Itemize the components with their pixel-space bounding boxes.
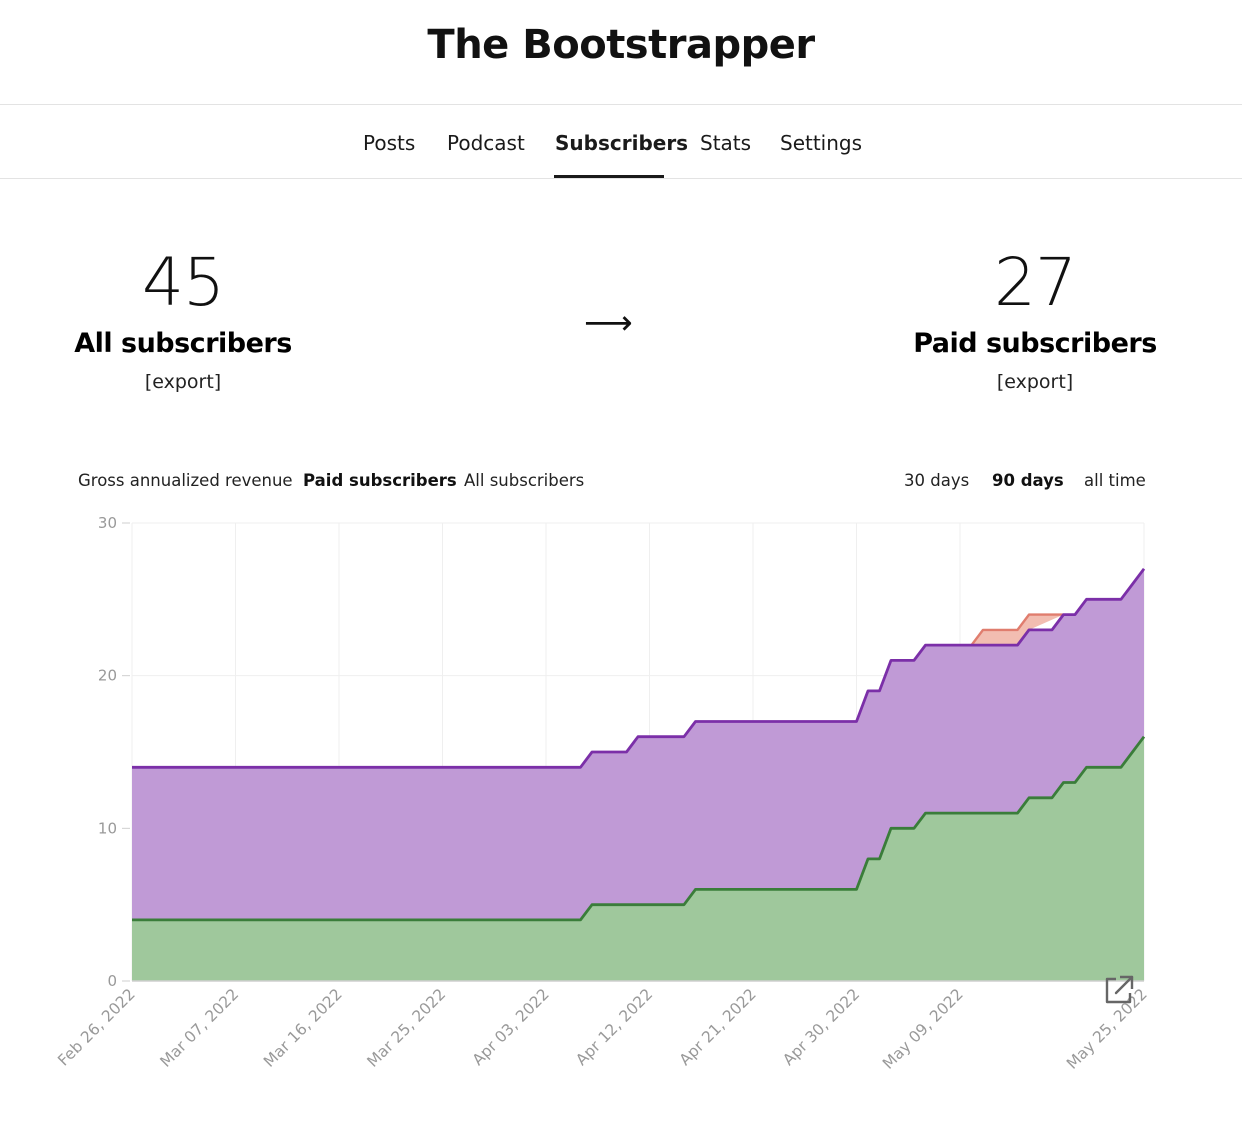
x-tick-label: Apr 30, 2022 — [779, 985, 863, 1069]
all-subscribers-count: 45 — [142, 244, 225, 321]
x-axis-ticks: Feb 26, 2022 Mar 07, 2022 Mar 16, 2022 Mar … — [54, 985, 1150, 1073]
x-tick-label: Apr 03, 2022 — [469, 985, 553, 1069]
y-tick-label: 30 — [98, 514, 117, 532]
paid-subscribers-stat: 27 Paid subscribers [export] — [905, 244, 1165, 394]
nav-stats[interactable]: Stats — [700, 131, 752, 155]
y-tick-label: 10 — [98, 819, 117, 837]
all-subscribers-label: All subscribers — [74, 328, 292, 359]
x-tick-label: May 09, 2022 — [879, 985, 967, 1073]
series-base-line — [132, 735, 1146, 922]
paid-subscribers-label: Paid subscribers — [913, 328, 1157, 359]
y-tick-label: 20 — [98, 667, 117, 685]
range-30-days[interactable]: 30 days — [904, 471, 970, 490]
nav-settings[interactable]: Settings — [780, 131, 863, 155]
x-tick-label: Apr 12, 2022 — [572, 985, 656, 1069]
subscribers-chart: 0 10 20 30 Feb 26, 2022 Mar 07, 2022 Mar 16, … — [54, 514, 1150, 1073]
nav-podcast[interactable]: Podcast — [447, 131, 525, 155]
chart-lines — [132, 567, 1146, 922]
nav-active-indicator — [554, 175, 664, 178]
range-all-time[interactable]: all time — [1084, 471, 1146, 490]
paid-subscribers-count: 27 — [994, 244, 1077, 321]
series-churn-line — [970, 613, 1064, 646]
external-link-icon[interactable] — [1101, 973, 1135, 1007]
nav-divider — [0, 178, 1242, 179]
metric-all-subscribers[interactable]: All subscribers — [464, 471, 585, 490]
metric-gross-revenue[interactable]: Gross annualized revenue — [78, 471, 293, 490]
x-tick-label: Mar 25, 2022 — [364, 985, 450, 1071]
export-paid-link[interactable]: [export] — [996, 371, 1074, 393]
series-churn-area — [971, 614, 1064, 646]
arrow-icon: ⟶ — [584, 303, 633, 343]
x-tick-label: Apr 21, 2022 — [676, 985, 760, 1069]
range-90-days[interactable]: 90 days — [992, 471, 1064, 490]
nav-subscribers[interactable]: Subscribers — [555, 131, 689, 155]
x-tick-label: Mar 16, 2022 — [260, 985, 346, 1071]
export-all-link[interactable]: [export] — [144, 371, 222, 393]
y-axis-ticks: 0 10 20 30 — [98, 514, 130, 990]
metric-paid-subscribers[interactable]: Paid subscribers — [303, 471, 457, 490]
site-title[interactable]: The Bootstrapper — [427, 22, 815, 68]
series-total-line — [132, 567, 1146, 769]
y-tick-label: 0 — [107, 972, 117, 990]
nav-posts[interactable]: Posts — [363, 131, 416, 155]
header-divider — [0, 104, 1242, 105]
x-tick-label: Mar 07, 2022 — [157, 985, 243, 1071]
all-subscribers-stat: 45 All subscribers [export] — [63, 244, 303, 394]
x-tick-label: Feb 26, 2022 — [54, 985, 138, 1069]
